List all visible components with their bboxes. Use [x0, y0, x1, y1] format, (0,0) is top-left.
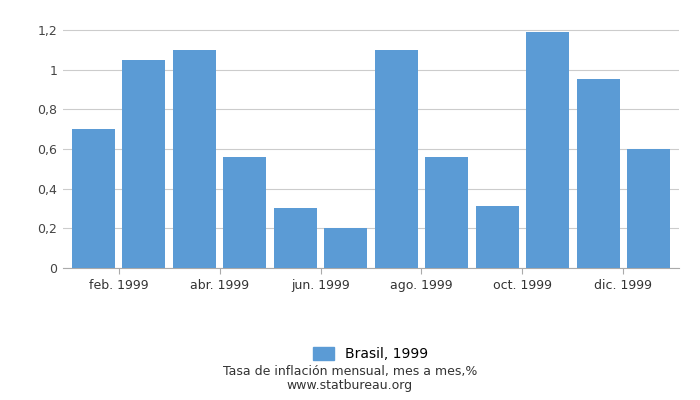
Bar [274, 208, 316, 268]
Legend: Brasil, 1999: Brasil, 1999 [308, 342, 434, 367]
Bar [526, 32, 569, 268]
Bar [223, 157, 266, 268]
Bar [374, 50, 418, 268]
Bar [577, 80, 620, 268]
Text: www.statbureau.org: www.statbureau.org [287, 379, 413, 392]
Bar [426, 157, 468, 268]
Bar [72, 129, 115, 268]
Bar [476, 206, 519, 268]
Text: Tasa de inflación mensual, mes a mes,%: Tasa de inflación mensual, mes a mes,% [223, 365, 477, 378]
Bar [627, 149, 670, 268]
Bar [173, 50, 216, 268]
Bar [122, 60, 165, 268]
Bar [324, 228, 368, 268]
